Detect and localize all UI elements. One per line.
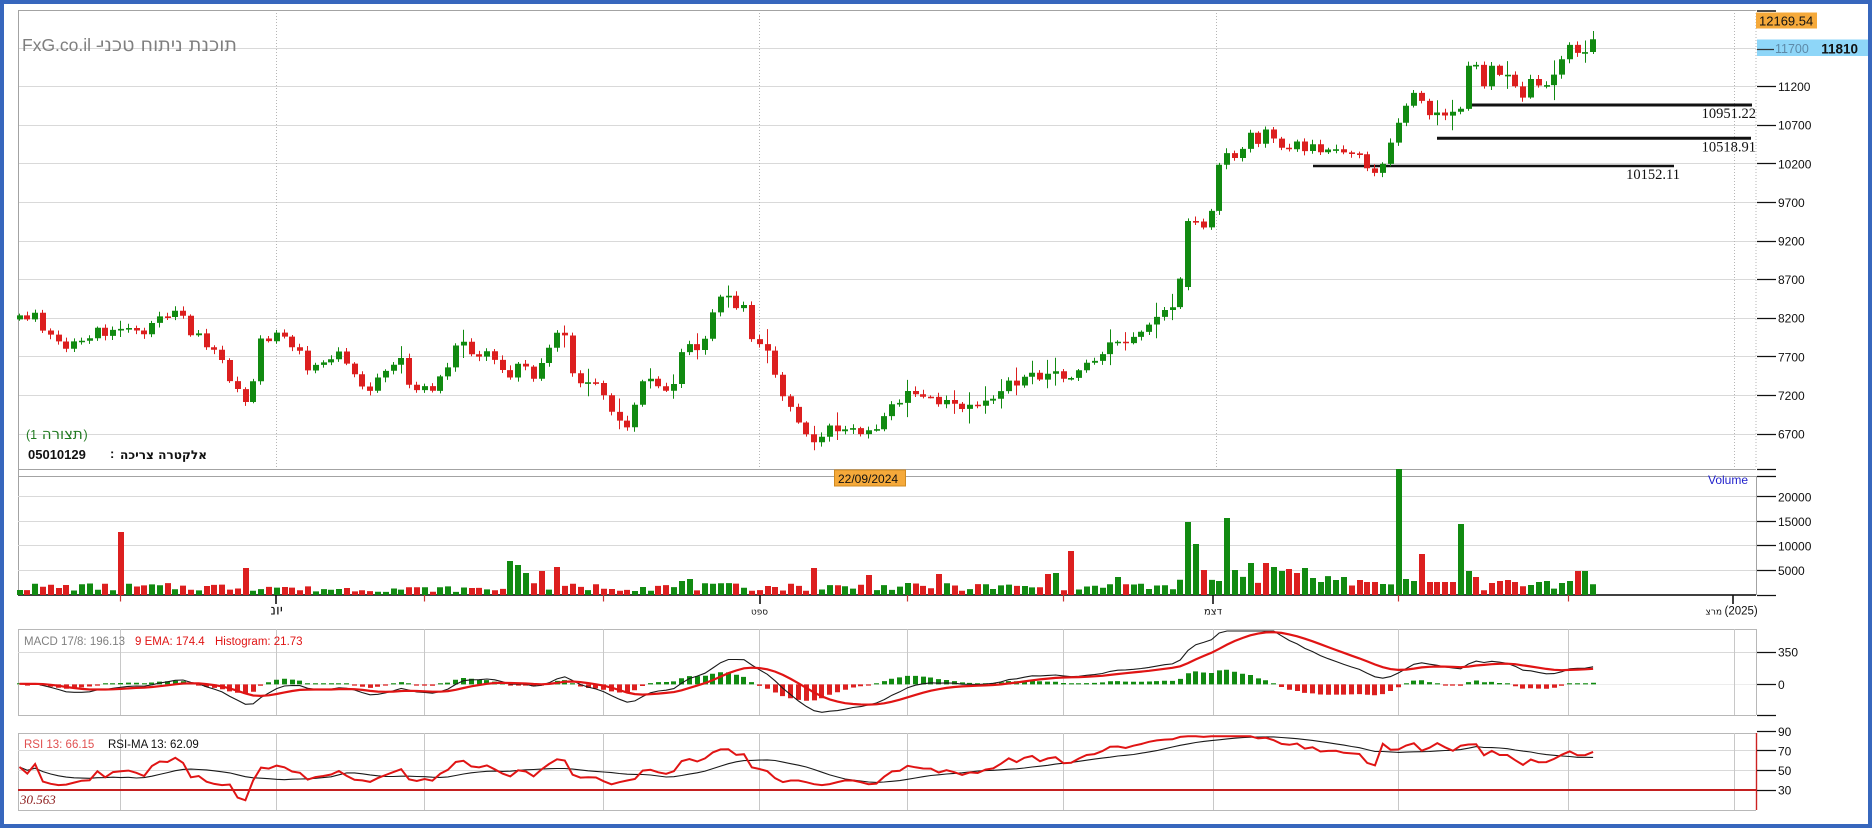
svg-text:11700: 11700 (1775, 42, 1809, 56)
svg-text:30: 30 (1778, 784, 1792, 798)
svg-text:10000: 10000 (1778, 539, 1812, 553)
svg-text:9 EMA: 174.4: 9 EMA: 174.4 (135, 636, 205, 648)
svg-text:9200: 9200 (1778, 235, 1805, 249)
svg-text:90: 90 (1778, 725, 1792, 739)
svg-text:(2025): (2025) (1725, 606, 1758, 618)
svg-text:12169.54: 12169.54 (1759, 14, 1813, 29)
svg-text:10152.11: 10152.11 (1626, 167, 1680, 183)
svg-text:10200: 10200 (1778, 157, 1812, 171)
svg-text:RSI 13: 66.15: RSI 13: 66.15 (24, 739, 94, 751)
svg-text:10951.22: 10951.22 (1702, 106, 1756, 122)
svg-text:50: 50 (1778, 764, 1792, 778)
svg-text:RSI-MA 13: 62.09: RSI-MA 13: 62.09 (108, 739, 199, 751)
svg-text:MACD 17/8: 196.13: MACD 17/8: 196.13 (24, 636, 125, 648)
svg-text:05010129: 05010129 (28, 447, 86, 462)
svg-text:8700: 8700 (1778, 273, 1805, 287)
svg-text:70: 70 (1778, 744, 1792, 758)
svg-text:0: 0 (1778, 678, 1785, 692)
svg-text:9700: 9700 (1778, 196, 1805, 210)
svg-text:FxG.co.il -: FxG.co.il - (22, 35, 102, 55)
svg-text:11810: 11810 (1821, 42, 1858, 57)
svg-text:(1: (1 (26, 428, 37, 442)
svg-text:30.563: 30.563 (19, 792, 56, 807)
svg-text:15000: 15000 (1778, 515, 1812, 529)
svg-text:Histogram: 21.73: Histogram: 21.73 (215, 636, 303, 648)
svg-text:5000: 5000 (1778, 564, 1805, 578)
svg-text:6700: 6700 (1778, 428, 1805, 442)
svg-text:22/09/2024: 22/09/2024 (838, 472, 898, 486)
svg-text:20000: 20000 (1778, 490, 1812, 504)
svg-text:): ) (84, 428, 88, 442)
svg-text:10700: 10700 (1778, 119, 1812, 133)
svg-text:10518.91: 10518.91 (1702, 140, 1756, 156)
svg-text:350: 350 (1778, 646, 1798, 660)
svg-text::: : (110, 446, 114, 461)
svg-text:7200: 7200 (1778, 389, 1805, 403)
svg-text:8200: 8200 (1778, 312, 1805, 326)
svg-text:11200: 11200 (1778, 80, 1811, 94)
svg-text:Volume: Volume (1708, 473, 1748, 487)
svg-text:7700: 7700 (1778, 350, 1805, 364)
